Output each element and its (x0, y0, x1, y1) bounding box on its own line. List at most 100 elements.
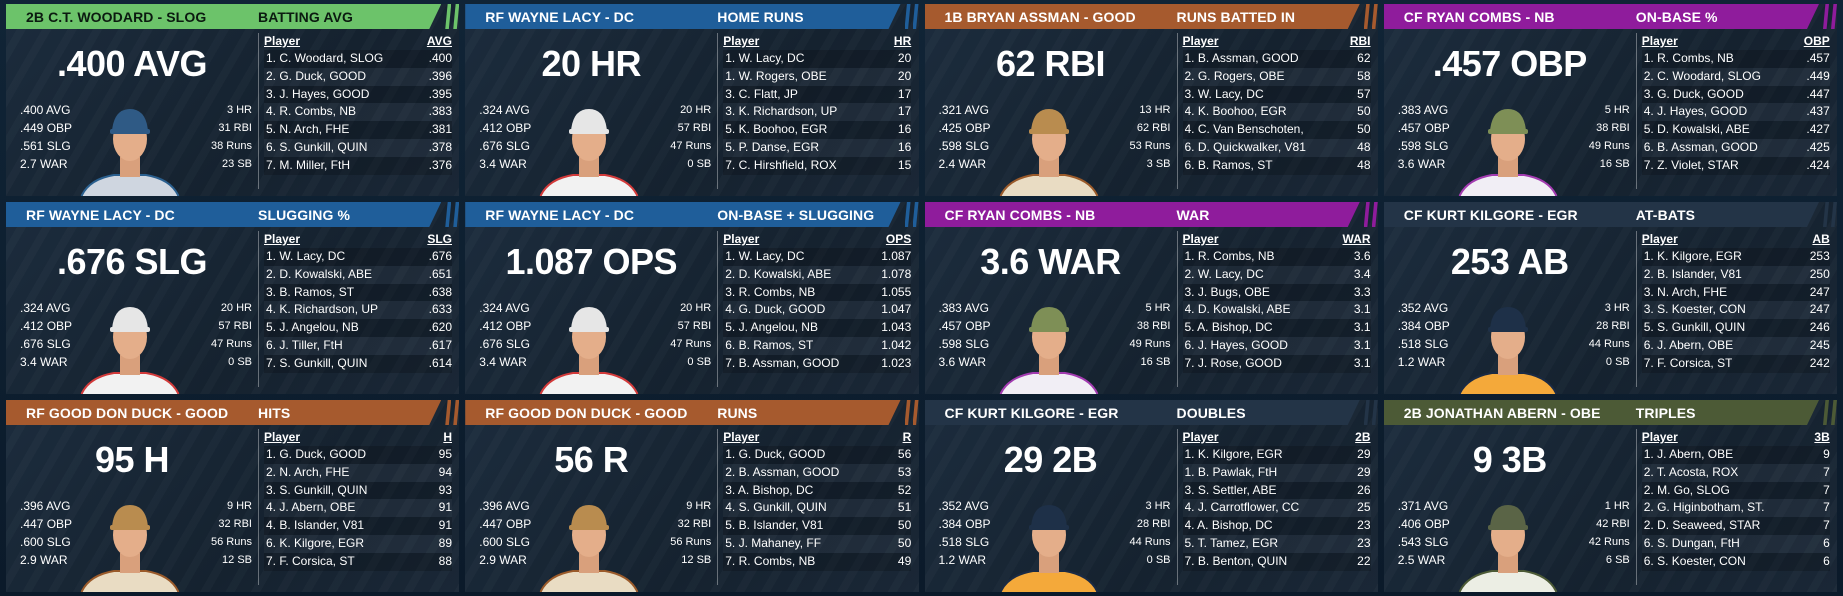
leaderboard-row[interactable]: 6. B. Assman, GOOD .425 (1642, 139, 1830, 157)
column-header-stat[interactable]: SLG (427, 232, 452, 246)
leaderboard-row[interactable]: 4. G. Duck, GOOD 1.047 (723, 301, 911, 319)
leaderboard-row[interactable]: 1. W. Lacy, DC .676 (264, 248, 452, 266)
leader-name[interactable]: 2B C.T. WOODARD - SLOG (26, 8, 207, 25)
leaderboard-row[interactable]: 2. B. Assman, GOOD 53 (723, 464, 911, 482)
column-header-stat[interactable]: AB (1812, 232, 1830, 246)
leader-name[interactable]: CF RYAN COMBS - NB (944, 206, 1096, 223)
leaderboard-row[interactable]: 3. N. Arch, FHE 247 (1641, 283, 1830, 302)
leaderboard-row[interactable]: 6. B. Ramos, ST 1.042 (723, 337, 911, 355)
leaderboard-row[interactable]: 1. W. Lacy, DC 20 (723, 50, 912, 68)
leaderboard-row[interactable]: 1. B. Assman, GOOD 62 (1182, 50, 1371, 68)
column-header-player[interactable]: Player (1182, 430, 1219, 444)
column-header-stat[interactable]: HR (893, 34, 912, 48)
leaderboard-row[interactable]: 5. J. Angelou, NB .620 (264, 319, 452, 337)
leader-name[interactable]: RF WAYNE LACY - DC (485, 8, 635, 25)
column-header-player[interactable]: Player (1641, 34, 1678, 48)
column-header-player[interactable]: Player (1182, 34, 1219, 48)
leaderboard-row[interactable]: 5. J. Angelou, NB 1.043 (723, 319, 912, 337)
leaderboard-row[interactable]: 7. B. Assman, GOOD 1.023 (723, 354, 912, 373)
leaderboard-row[interactable]: 2. N. Arch, FHE 94 (264, 464, 452, 482)
leaderboard-row[interactable]: 7. C. Hirshfield, ROX 15 (723, 156, 912, 175)
leaderboard-row[interactable]: 2. G. Higinbotham, ST. 7 (1642, 499, 1830, 517)
leaderboard-row[interactable]: 3. W. Lacy, DC 57 (1182, 85, 1371, 104)
column-header-player[interactable]: Player (723, 34, 760, 48)
leaderboard-row[interactable]: 4. S. Gunkill, QUIN 51 (723, 499, 911, 517)
leaderboard-row[interactable]: 5. B. Islander, V81 50 (723, 517, 912, 535)
leaderboard-row[interactable]: 3. C. Flatt, JP 17 (723, 85, 912, 104)
leaderboard-row[interactable]: 2. C. Woodard, SLOG .449 (1642, 68, 1830, 86)
column-header-stat[interactable]: 2B (1355, 430, 1371, 444)
leaderboard-row[interactable]: 3. R. Combs, NB 1.055 (723, 283, 912, 302)
leaderboard-row[interactable]: 1. G. Duck, GOOD 95 (264, 446, 452, 464)
leaderboard-row[interactable]: 6. D. Quickwalker, V81 48 (1183, 139, 1371, 157)
column-header-player[interactable]: Player (723, 232, 760, 246)
leaderboard-row[interactable]: 4. B. Islander, V81 91 (264, 517, 452, 535)
leaderboard-row[interactable]: 4. K. Richardson, UP .633 (264, 301, 452, 319)
player-portrait-frame[interactable]: Honesties (527, 491, 651, 592)
leaderboard-row[interactable]: 1. C. Woodard, SLOG .400 (264, 50, 452, 68)
player-portrait-frame[interactable]: BOYS (987, 293, 1111, 394)
leaderboard-row[interactable]: 3. G. Duck, GOOD .447 (1641, 85, 1830, 104)
leaderboard-row[interactable]: 5. J. Mahaney, FF 50 (723, 535, 911, 553)
leaderboard-row[interactable]: 1. K. Kilgore, EGR 253 (1641, 248, 1830, 266)
column-header-player[interactable]: Player (1641, 232, 1678, 246)
leaderboard-row[interactable]: 5. N. Arch, FHE .381 (264, 121, 452, 139)
leaderboard-row[interactable]: 4. K. Boohoo, EGR 50 (1183, 103, 1371, 121)
leaderboard-row[interactable]: 2. M. Go, SLOG 7 (1641, 481, 1830, 500)
leaderboard-row[interactable]: 4. J. Carrotflower, CC 25 (1183, 499, 1371, 517)
leaderboard-row[interactable]: 5. T. Tamez, EGR 23 (1183, 535, 1371, 553)
leaderboard-row[interactable]: 3. J. Hayes, GOOD .395 (264, 85, 452, 104)
leaderboard-row[interactable]: 4. J. Hayes, GOOD .437 (1642, 103, 1830, 121)
leader-name[interactable]: RF WAYNE LACY - DC (26, 206, 175, 223)
leaderboard-row[interactable]: 1. W. Rogers, OBE 20 (723, 68, 911, 86)
column-header-stat[interactable]: R (902, 430, 912, 444)
player-portrait-frame[interactable]: Ninjas (1446, 293, 1570, 394)
player-portrait-frame[interactable]: SWATTERS (527, 95, 651, 196)
leaderboard-row[interactable]: 2. W. Lacy, DC 3.4 (1183, 266, 1371, 284)
player-portrait-frame[interactable]: Ninjas (987, 491, 1111, 592)
leaderboard-row[interactable]: 5. D. Kowalski, ABE .427 (1641, 121, 1830, 139)
column-header-stat[interactable]: OPS (885, 232, 912, 246)
leaderboard-row[interactable]: 2. D. Seaweed, STAR 7 (1641, 517, 1830, 535)
leaderboard-row[interactable]: 3. J. Bugs, OBE 3.3 (1182, 283, 1371, 302)
leaderboard-row[interactable]: 7. M. Miller, FtH .376 (264, 156, 452, 175)
leaderboard-row[interactable]: 4. R. Combs, NB .383 (264, 103, 452, 121)
column-header-stat[interactable]: H (443, 430, 452, 444)
leaderboard-row[interactable]: 1. W. Lacy, DC 1.087 (723, 248, 912, 266)
column-header-player[interactable]: Player (264, 34, 301, 48)
column-header-stat[interactable]: AVG (426, 34, 452, 48)
leaderboard-row[interactable]: 3. S. Gunkill, QUIN 93 (264, 481, 452, 500)
leader-name[interactable]: RF GOOD DON DUCK - GOOD (485, 404, 688, 421)
leaderboard-row[interactable]: 1. K. Kilgore, EGR 29 (1182, 446, 1371, 464)
column-header-stat[interactable]: OBP (1803, 34, 1830, 48)
leaderboard-row[interactable]: 6. B. Ramos, ST 48 (1182, 156, 1371, 175)
leaderboard-row[interactable]: 4. J. Abern, OBE 91 (264, 499, 452, 517)
leaderboard-row[interactable]: 7. Z. Violet, STAR .424 (1641, 156, 1830, 175)
leaderboard-row[interactable]: 1. B. Pawlak, FtH 29 (1183, 464, 1371, 482)
column-header-stat[interactable]: RBI (1349, 34, 1371, 48)
leader-name[interactable]: 1B BRYAN ASSMAN - GOOD (944, 8, 1136, 25)
leaderboard-row[interactable]: 3. B. Ramos, ST .638 (264, 283, 452, 302)
player-portrait-frame[interactable]: SPRINGS (68, 95, 192, 196)
leaderboard-row[interactable]: 6. S. Dungan, FtH 6 (1642, 535, 1830, 553)
leaderboard-row[interactable]: 3. S. Settler, ABE 26 (1182, 481, 1371, 500)
leaderboard-row[interactable]: 7. J. Rose, GOOD 3.1 (1182, 354, 1371, 373)
leaderboard-row[interactable]: 7. B. Benton, QUIN 22 (1182, 552, 1371, 571)
player-portrait-frame[interactable]: SWATTERS (527, 293, 651, 394)
leader-name[interactable]: CF RYAN COMBS - NB (1403, 8, 1555, 25)
leader-name[interactable]: RF GOOD DON DUCK - GOOD (26, 404, 229, 421)
leaderboard-row[interactable]: 1. R. Combs, NB 3.6 (1182, 248, 1371, 266)
leaderboard-row[interactable]: 2. G. Duck, GOOD .396 (264, 68, 452, 86)
player-portrait-frame[interactable]: Honesties (987, 95, 1111, 196)
leaderboard-row[interactable]: 4. A. Bishop, DC 23 (1182, 517, 1371, 535)
leaderboard-row[interactable]: 4. D. Kowalski, ABE 3.1 (1183, 301, 1371, 319)
leaderboard-row[interactable]: 6. K. Kilgore, EGR 89 (264, 535, 452, 553)
leaderboard-row[interactable]: 2. B. Islander, V81 250 (1642, 266, 1830, 284)
column-header-stat[interactable]: WAR (1342, 232, 1371, 246)
leaderboard-row[interactable]: 2. D. Kowalski, ABE 1.078 (723, 266, 911, 284)
leaderboard-row[interactable]: 3. K. Richardson, UP 17 (723, 103, 911, 121)
player-portrait-frame[interactable]: Honesties (68, 491, 192, 592)
column-header-player[interactable]: Player (264, 430, 301, 444)
leaderboard-row[interactable]: 6. S. Koester, CON 6 (1641, 552, 1830, 571)
leaderboard-row[interactable]: 2. D. Kowalski, ABE .651 (264, 266, 452, 284)
